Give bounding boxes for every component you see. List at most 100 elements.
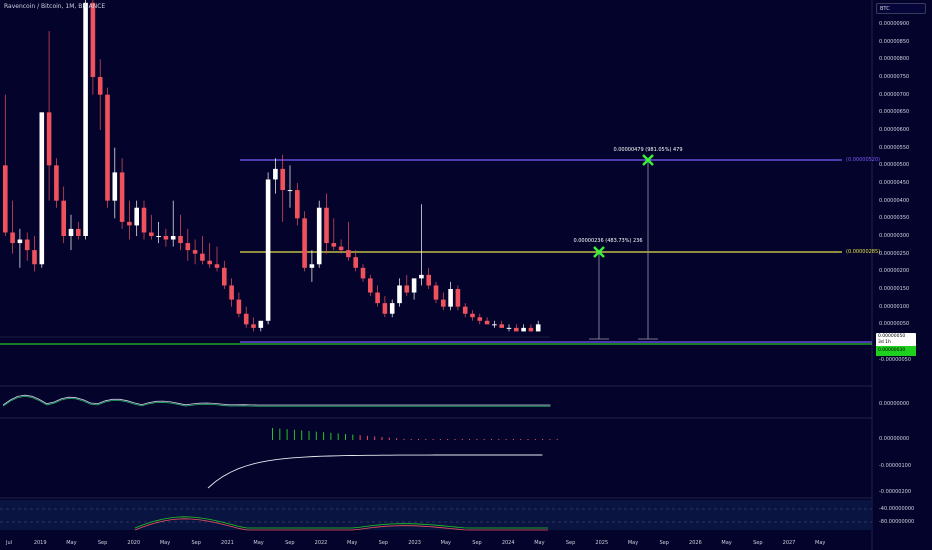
candle-down [295, 190, 300, 219]
candle-up [309, 264, 315, 268]
macd-histogram-bar [447, 439, 449, 440]
candle-up [68, 228, 74, 236]
time-tick-label: 2026 [689, 540, 702, 546]
candle-up [273, 168, 278, 180]
macd-histogram-bar [505, 439, 507, 440]
candle-up [411, 278, 417, 293]
candle-down [229, 285, 234, 300]
macd-histogram-bar [542, 439, 544, 440]
price-tick-label: 0.00000750 [879, 74, 910, 80]
candle-down [331, 243, 337, 247]
candle-down [470, 313, 475, 318]
macd-histogram-bar [359, 435, 361, 440]
candle-down [426, 274, 431, 286]
candle-up [492, 324, 497, 326]
current-price-green: 0.00000030 [876, 346, 916, 356]
macd-histogram-bar [374, 436, 376, 440]
price-tick-label: 0.00000450 [879, 180, 910, 186]
time-tick-label: May [347, 540, 358, 546]
candle-up [258, 320, 264, 328]
candle-up [535, 324, 541, 332]
time-tick-label: May [721, 540, 732, 546]
macd-histogram-bar [512, 439, 514, 440]
time-tick-label: 2024 [501, 540, 515, 546]
price-tick-label: 0.00000600 [879, 127, 910, 133]
indicator-tick-label: -40.00000000 [879, 506, 915, 512]
target2-marker [642, 154, 654, 166]
time-tick-label: Sep [753, 540, 763, 546]
price-tick-label: 0.00000300 [879, 233, 910, 239]
macd-histogram-bar [286, 429, 288, 440]
macd-histogram-bar [330, 432, 332, 440]
yellow-level-label: (0.00000285) [846, 249, 881, 255]
indicator-tick-label: -80.00000000 [879, 519, 915, 525]
candle-down [477, 317, 483, 321]
time-tick-label: May [159, 540, 171, 546]
symbol-title[interactable]: Ravencoin / Bitcoin, 1M, BINANCE [4, 3, 106, 10]
macd-histogram-bar [345, 434, 346, 440]
indicator-tick-label: 0.00000000 [879, 401, 910, 407]
price-tick-label: 0.00000100 [879, 303, 910, 310]
macd-histogram-bar [352, 434, 354, 440]
macd-histogram-bar [527, 439, 529, 440]
candle-down [441, 299, 446, 307]
candle-down [97, 77, 103, 95]
candle-down [46, 112, 52, 166]
candle-up [316, 207, 322, 265]
time-tick-label: 2027 [782, 540, 796, 546]
time-tick-label: May [66, 540, 77, 546]
oscillator-signal [2, 395, 551, 407]
macd-histogram-bar [454, 439, 456, 440]
time-tick-label: 2019 [33, 540, 47, 546]
candle-down [353, 257, 358, 268]
macd-histogram-bar [301, 430, 303, 440]
macd-histogram-bar [520, 439, 522, 440]
currency-badge[interactable]: BTC [876, 3, 926, 14]
price-tick-label: 0.00000400 [879, 197, 910, 204]
price-tick-label: 0.00000700 [879, 91, 910, 98]
candle-up [39, 112, 45, 265]
time-tick-label: 2025 [595, 540, 609, 546]
time-tick-label: Sep [659, 540, 669, 546]
price-tick-label: 0.00000900 [879, 21, 910, 27]
candle-down [192, 250, 198, 254]
candle-down [10, 232, 15, 244]
candle-down [119, 172, 125, 222]
candle-down [360, 267, 366, 279]
time-tick-label: May [627, 540, 639, 546]
purple-level-label: (0.00000520) [846, 157, 881, 163]
indicator-tick-label: -0.00000200 [879, 489, 912, 495]
price-tick-label: 0.00000150 [879, 286, 910, 292]
macd-histogram-bar [272, 428, 273, 440]
macd-histogram-bar [469, 439, 471, 440]
price-tick-label: -0.00000050 [879, 356, 912, 363]
candle-down [200, 253, 205, 261]
candle-up [170, 236, 176, 240]
current-time: 3d 1h [878, 340, 891, 345]
candle-down [302, 218, 307, 268]
time-tick-label: Sep [378, 540, 389, 546]
candle-down [338, 246, 344, 251]
candle-up [389, 303, 395, 314]
candle-down [141, 207, 147, 233]
candle-down [222, 267, 227, 286]
candle-down [214, 264, 220, 268]
price-tick-label: 0.00000800 [879, 56, 910, 63]
time-tick-label: 2020 [127, 540, 141, 546]
candle-down [163, 236, 169, 240]
time-tick-label: Jul [5, 540, 13, 546]
candle-down [528, 327, 534, 332]
price-tick-label: 0.00000850 [879, 38, 910, 45]
macd-histogram-bar [483, 439, 485, 440]
macd-histogram-bar [308, 431, 310, 440]
indicator-tick-label: -0.00000100 [879, 463, 912, 469]
macd-histogram-bar [476, 439, 478, 440]
candle-up [112, 172, 118, 201]
time-tick-label: Sep [565, 540, 576, 546]
macd-line [207, 454, 543, 489]
candle-down [185, 243, 191, 251]
macd-histogram-bar [396, 438, 398, 440]
candle-up [397, 285, 402, 304]
candle-up [506, 327, 512, 329]
